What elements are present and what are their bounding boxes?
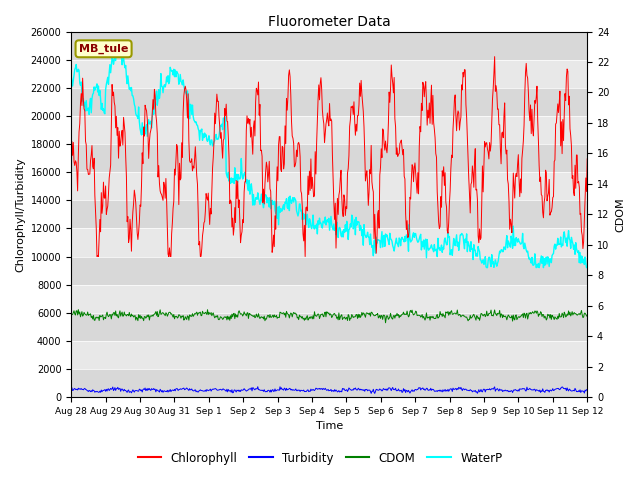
Bar — [71, 341, 588, 369]
Y-axis label: CDOM: CDOM — [615, 197, 625, 232]
Title: Fluorometer Data: Fluorometer Data — [268, 15, 390, 29]
Bar — [71, 200, 588, 228]
Text: MB_tule: MB_tule — [79, 44, 128, 54]
Bar — [71, 256, 588, 285]
Y-axis label: Chlorophyll/Turbidity: Chlorophyll/Turbidity — [15, 157, 25, 272]
Bar — [71, 313, 588, 341]
Bar — [71, 88, 588, 116]
Bar — [71, 144, 588, 172]
Bar — [71, 172, 588, 200]
Bar — [71, 32, 588, 60]
Bar — [71, 116, 588, 144]
Bar — [71, 60, 588, 88]
Bar — [71, 228, 588, 256]
Bar — [71, 369, 588, 397]
X-axis label: Time: Time — [316, 421, 343, 432]
Legend: Chlorophyll, Turbidity, CDOM, WaterP: Chlorophyll, Turbidity, CDOM, WaterP — [133, 447, 507, 469]
Bar — [71, 285, 588, 313]
